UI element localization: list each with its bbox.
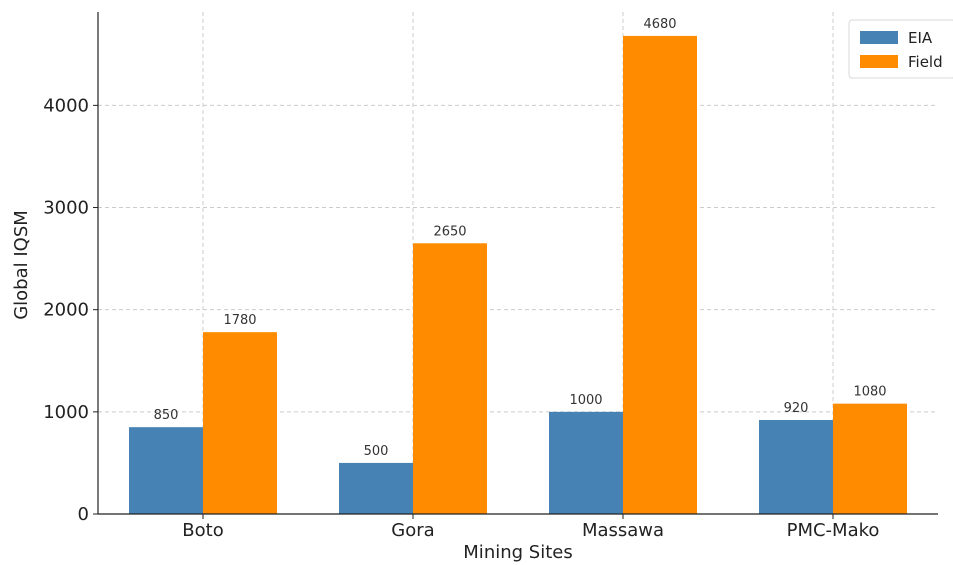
y-tick-label-2: 2000 [43,300,89,321]
y-tick-label-3: 3000 [43,198,89,219]
x-tick-label-1: Gora [391,520,434,541]
data-label-eia-boto: 850 [154,408,179,423]
bar-eia-gora [339,462,413,514]
bar-eia-boto [129,427,203,514]
bars [129,35,907,515]
y-tick-label-0: 0 [78,504,89,525]
bar-eia-pmc-mako [759,420,833,514]
data-label-eia-gora: 500 [364,444,389,459]
bar-field-gora [413,243,487,514]
grid-lines [98,12,938,514]
x-tick-label-0: Boto [182,520,223,541]
data-label-field-massawa: 4680 [643,17,676,32]
bar-field-boto [203,332,277,514]
legend-label-eia: EIA [908,29,933,47]
legend-swatch-field [860,55,898,68]
bar-eia-massawa [549,411,623,514]
legend: EIA Field [848,19,953,79]
tick-labels: 0 1000 2000 3000 4000 Boto Gora Massawa PMC-Mako [43,95,879,541]
data-label-field-pmc-mako: 1080 [853,385,886,400]
legend-label-field: Field [908,53,943,71]
x-axis-title: Mining Sites [463,542,572,563]
bar-field-massawa [623,35,697,515]
x-tick-label-3: PMC-Mako [787,520,880,541]
data-label-eia-massawa: 1000 [569,393,602,408]
y-tick-label-1: 1000 [43,402,89,423]
y-axis-title: Global IQSM [11,210,32,320]
data-label-field-gora: 2650 [433,224,466,239]
data-label-eia-pmc-mako: 920 [784,401,809,416]
data-label-field-boto: 1780 [223,313,256,328]
x-tick-label-2: Massawa [582,520,664,541]
bar-field-pmc-mako [833,403,907,514]
legend-swatch-eia [860,31,898,44]
axes [97,12,938,515]
y-tick-label-4: 4000 [43,95,89,116]
data-labels: 850 1780 500 2650 1000 4680 920 1080 [154,17,887,459]
